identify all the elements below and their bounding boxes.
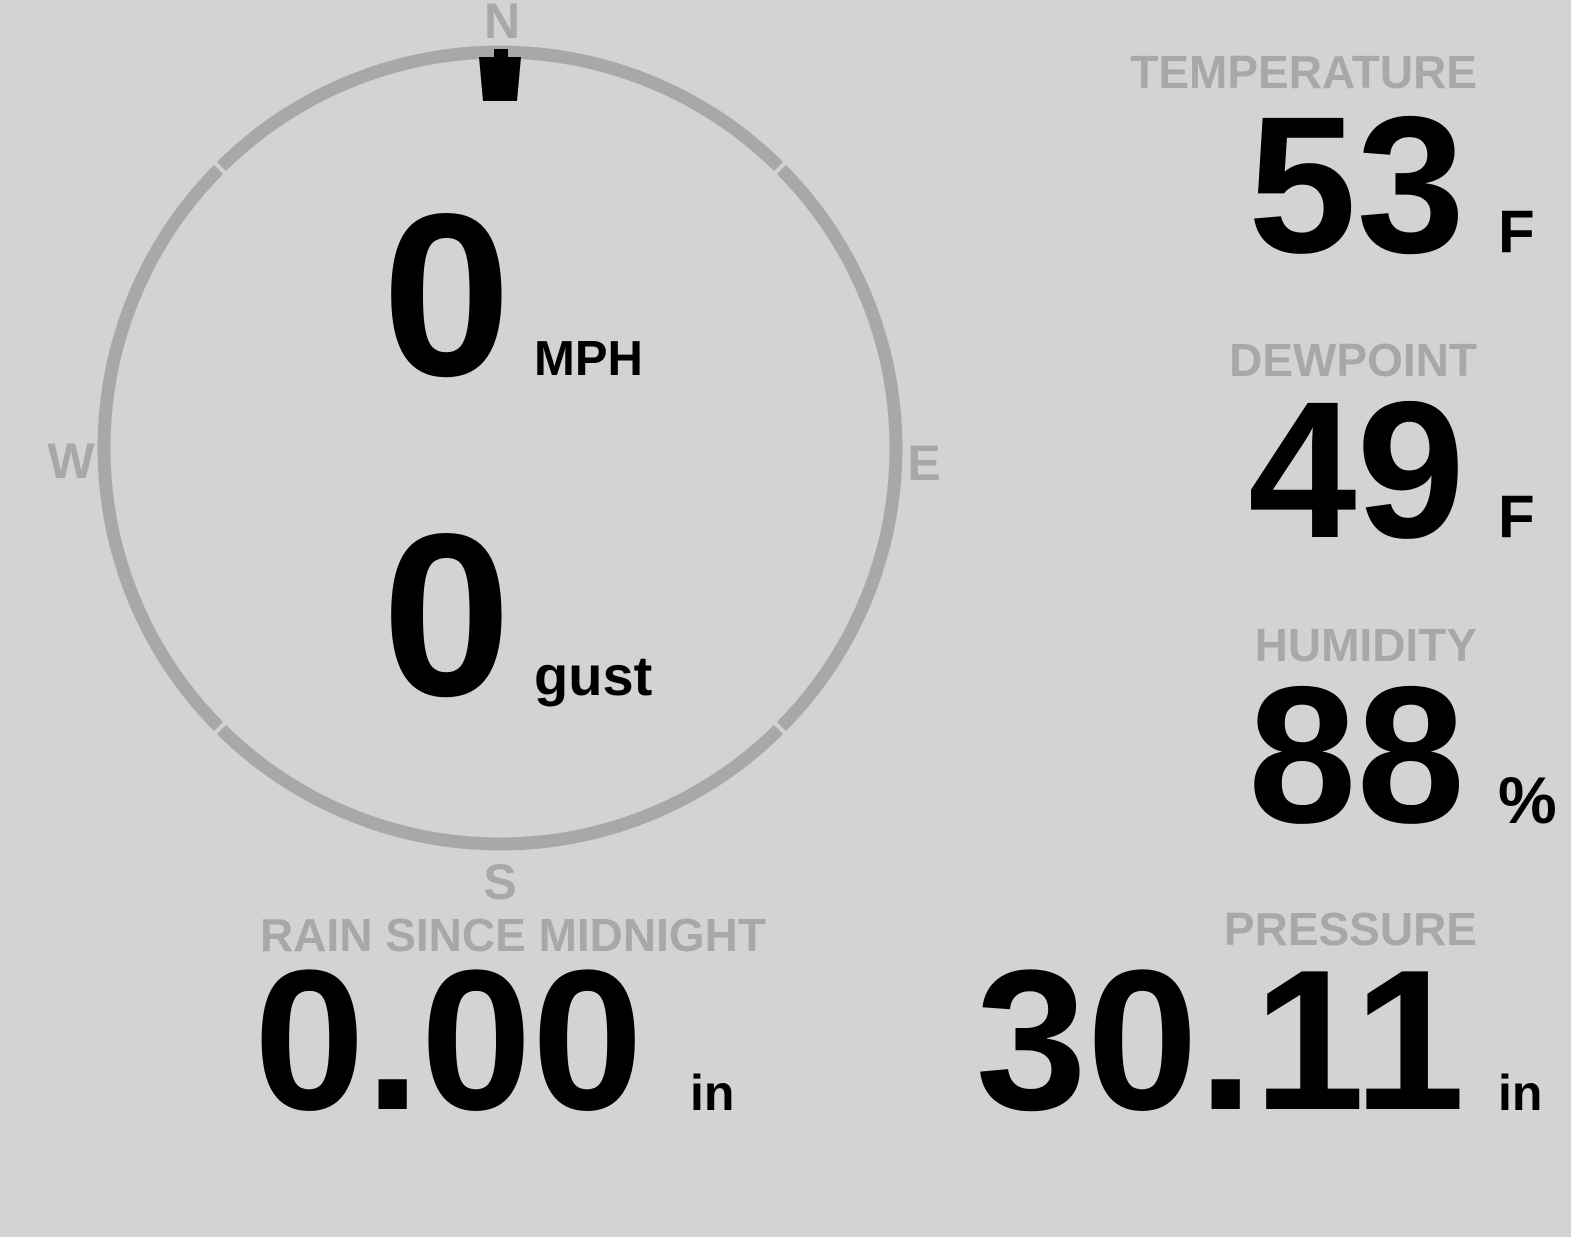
wind-speed-value: 0 (382, 166, 512, 425)
compass-tick-gap-sw (209, 718, 230, 739)
compass-label-east: E (907, 435, 941, 491)
temperature-unit: F (1498, 198, 1535, 265)
humidity-value: 88 (1248, 646, 1465, 864)
wind-gust-row: 0 gust (382, 500, 652, 732)
compass-label-north: N (483, 0, 521, 49)
wind-speed-unit: MPH (534, 332, 643, 386)
dewpoint-label: DEWPOINT (1229, 334, 1477, 386)
wind-gust-value: 0 (382, 486, 512, 745)
dewpoint-value: 49 (1248, 361, 1465, 579)
dewpoint-unit: F (1498, 483, 1535, 550)
rain-label: RAIN SINCE MIDNIGHT (260, 909, 766, 961)
pressure-unit: in (1498, 1065, 1543, 1121)
pressure-label: PRESSURE (1223, 903, 1477, 955)
wind-direction-marker (479, 49, 521, 101)
wind-compass-dial (97, 45, 903, 851)
compass-tick-gap-se (770, 718, 791, 739)
rain-value: 0.00 (253, 929, 643, 1152)
pressure-value: 30.11 (975, 929, 1465, 1152)
compass-tick-gap-ne (770, 157, 791, 178)
rain-unit: in (690, 1065, 735, 1121)
humidity-unit: % (1498, 763, 1557, 837)
temperature-label: TEMPERATURE (1130, 46, 1477, 98)
compass-tick-gap-nw (209, 157, 230, 178)
wind-gust-unit: gust (534, 644, 653, 707)
temperature-value: 53 (1248, 76, 1465, 294)
wind-speed-row: 0 MPH (382, 180, 643, 412)
compass-label-south: S (483, 854, 517, 910)
compass-label-west: W (47, 433, 95, 489)
humidity-label: HUMIDITY (1254, 619, 1477, 671)
